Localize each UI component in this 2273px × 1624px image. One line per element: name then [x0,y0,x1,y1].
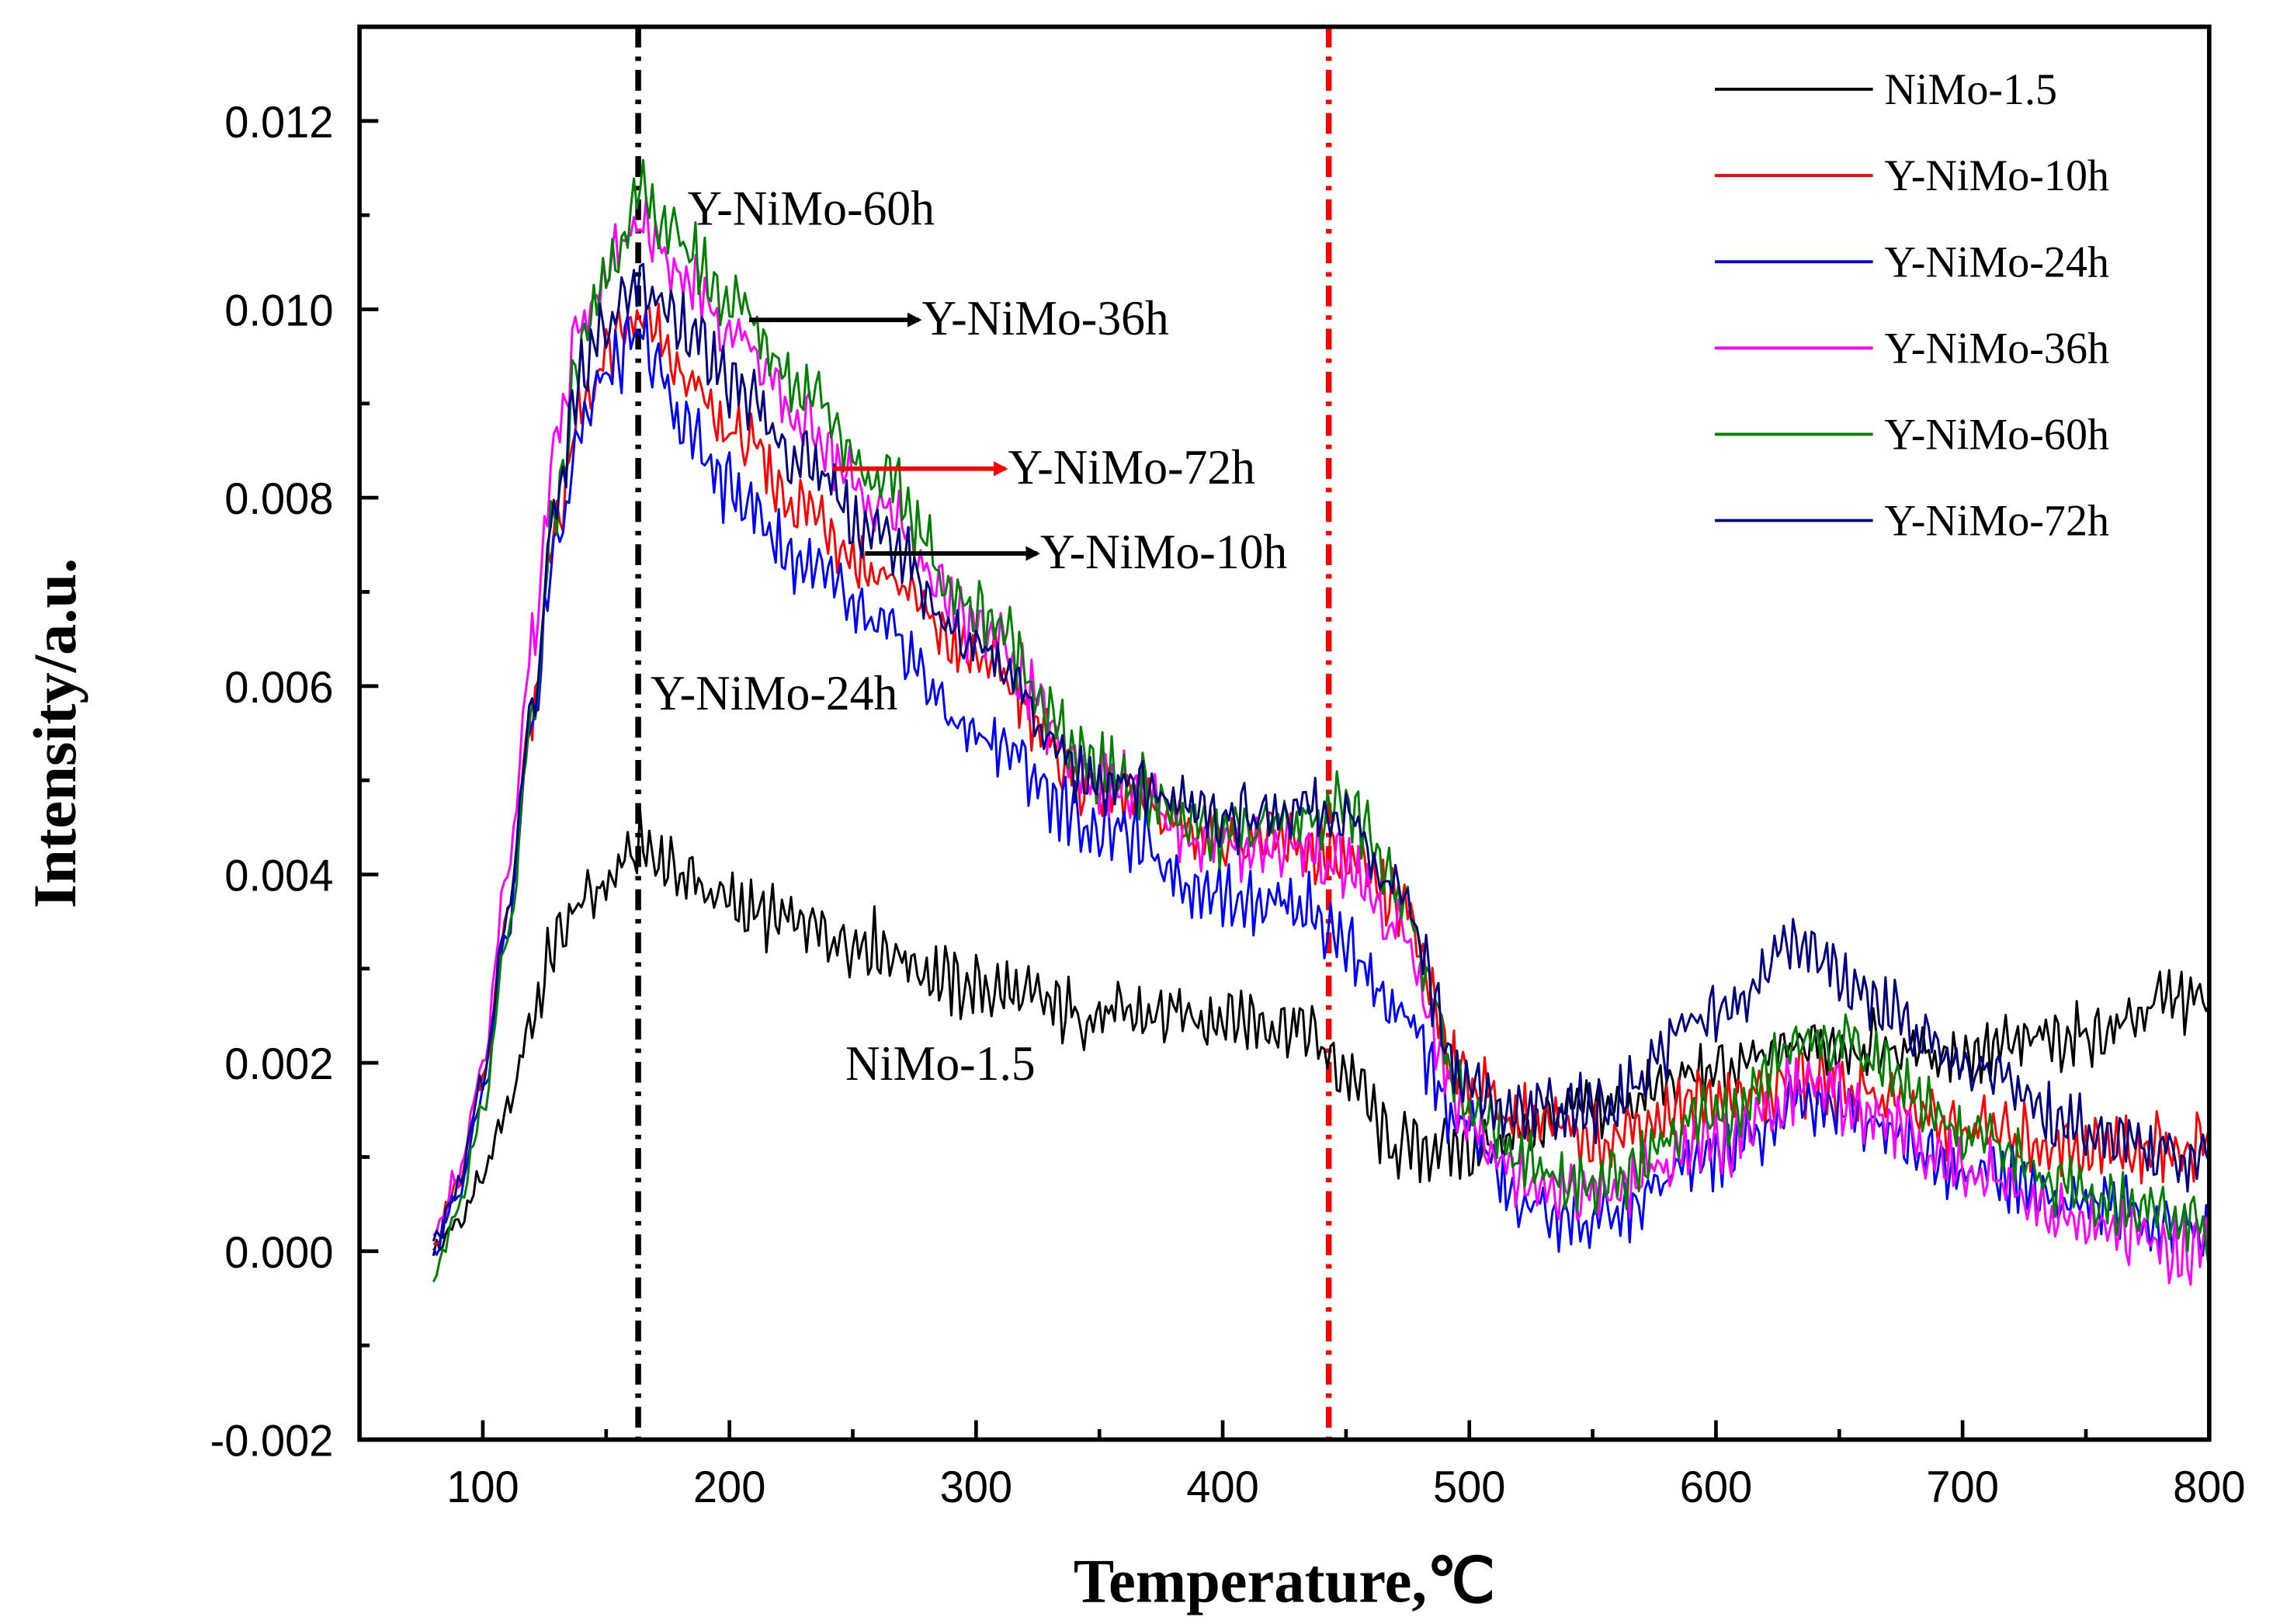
annotation-label: Y-NiMo-24h [651,665,897,720]
y-tick-label: 0.012 [224,98,333,147]
legend-label: Y-NiMo-36h [1885,324,2109,373]
x-tick-label: 500 [1433,1463,1505,1512]
annotation-label: Y-NiMo-72h [1008,439,1255,494]
y-tick-label: 0.004 [224,852,333,901]
x-tick-label: 200 [693,1463,765,1512]
series-group [432,158,2211,1286]
plot-frame [357,24,2212,1442]
series-line-Y-NiMo-60h [432,158,2211,1282]
annotation-label: Y-NiMo-10h [1040,524,1287,579]
x-axis-title: Temperature,℃ [1074,1546,1495,1615]
legend: NiMo-1.5 Y-NiMo-10h Y-NiMo-24h Y-NiMo-36h Y-… [1715,64,2109,546]
x-axis: 100 200 300 400 500 600 700 800 [357,1420,2246,1512]
x-tick-label: 400 [1186,1463,1258,1512]
series-line-NiMo-1.5 [432,807,2211,1257]
annotations: Y-NiMo-60h Y-NiMo-36h Y-NiMo-72h Y-NiMo-10h… [651,181,1287,1091]
y-axis: -0.002 0.000 0.002 0.004 0.006 0.008 0.010 0.01… [210,25,379,1466]
series-line-Y-NiMo-36h [432,196,2211,1286]
y-tick-label: 0.008 [224,475,333,525]
x-tick-label: 800 [2173,1463,2245,1512]
legend-label: Y-NiMo-24h [1885,238,2109,287]
legend-label: NiMo-1.5 [1885,64,2058,114]
y-tick-label: 0.010 [224,286,333,336]
y-tick-label: 0.000 [224,1228,333,1278]
annotation-label: Y-NiMo-36h [921,291,1168,346]
legend-label: Y-NiMo-60h [1885,410,2109,460]
x-tick-label: 300 [940,1463,1012,1512]
y-tick-label: 0.006 [224,663,333,713]
series-line-Y-NiMo-24h [432,311,2211,1257]
reference-lines [635,26,1332,1440]
series-line-Y-NiMo-72h [432,262,2211,1242]
annotation-label: NiMo-1.5 [845,1036,1036,1091]
y-axis-title: Intensity/a.u. [22,558,89,908]
x-tick-label: 600 [1680,1463,1752,1512]
y-tick-label: 0.002 [224,1040,333,1090]
legend-label: Y-NiMo-10h [1885,151,2109,201]
y-tick-label: -0.002 [210,1417,334,1466]
annotation-label: Y-NiMo-60h [688,181,935,236]
legend-label: Y-NiMo-72h [1885,496,2109,546]
x-tick-label: 700 [1926,1463,1998,1512]
x-tick-label: 100 [446,1463,519,1512]
